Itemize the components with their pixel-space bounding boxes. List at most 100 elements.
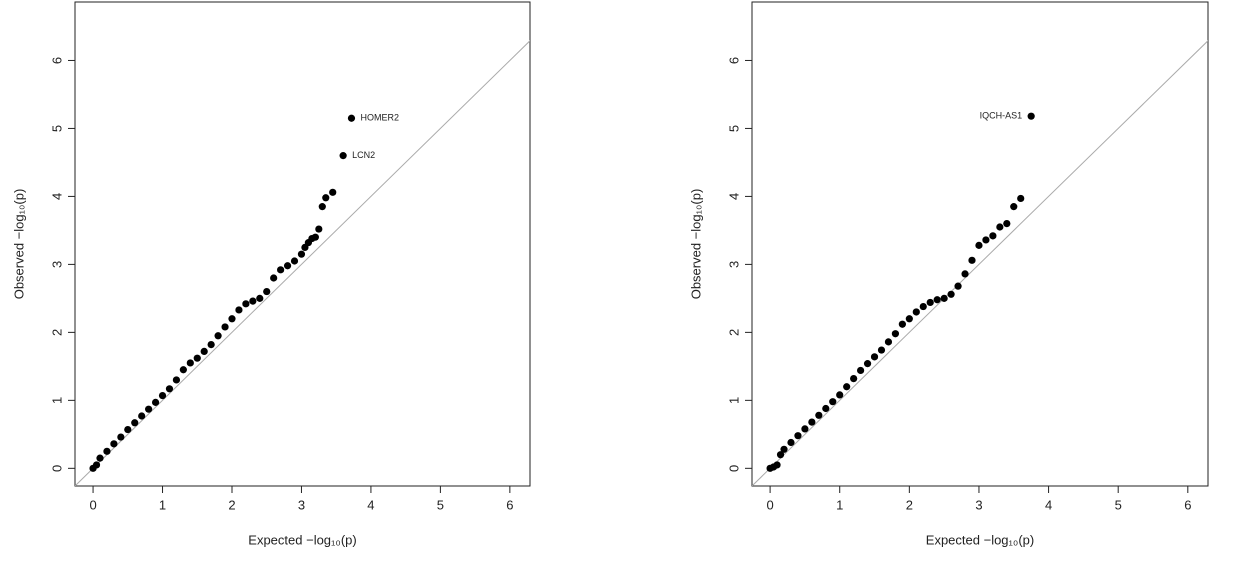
point [968, 256, 976, 264]
x-tick-label: 3 [975, 497, 982, 512]
point [110, 440, 118, 448]
point [1003, 220, 1011, 228]
point [961, 270, 969, 278]
point [221, 323, 229, 331]
x-tick-label: 6 [506, 497, 513, 512]
x-tick-label: 0 [766, 497, 773, 512]
point [131, 419, 139, 427]
point [877, 346, 886, 354]
point [172, 376, 181, 384]
x-tick-label: 4 [1045, 497, 1052, 512]
point [249, 297, 257, 305]
point [322, 194, 330, 202]
point [870, 353, 879, 361]
point [884, 338, 893, 346]
point [242, 300, 250, 308]
point [975, 241, 983, 249]
point [787, 438, 795, 447]
point [347, 114, 356, 122]
point [179, 366, 187, 374]
point-label: IQCH-AS1 [980, 111, 1023, 121]
x-tick-label: 0 [89, 497, 96, 512]
point [815, 411, 823, 419]
point [773, 461, 781, 469]
point [898, 320, 906, 328]
x-tick-label: 2 [906, 497, 913, 512]
point [940, 294, 948, 302]
y-tick-label: 3 [726, 261, 741, 268]
point [926, 298, 934, 307]
y-tick-label: 5 [49, 125, 64, 132]
plot-frame [74, 1, 531, 487]
x-tick-label: 2 [228, 497, 235, 512]
point [1010, 203, 1018, 211]
point [891, 330, 900, 338]
point [207, 341, 215, 349]
y-tick-label: 5 [726, 125, 741, 132]
point [145, 405, 153, 413]
y-tick-label: 3 [49, 261, 64, 268]
x-tick-label: 5 [1115, 497, 1122, 512]
point [919, 302, 927, 311]
point [776, 451, 785, 459]
point [808, 418, 816, 426]
point [311, 233, 319, 241]
point [905, 315, 913, 323]
point-label: LCN2 [352, 150, 375, 160]
x-tick-label: 5 [437, 497, 444, 512]
point [283, 262, 292, 270]
point [843, 383, 851, 391]
y-tick-label: 1 [49, 397, 64, 404]
point [290, 257, 299, 265]
point [158, 391, 167, 400]
reference-line [75, 40, 530, 486]
x-tick-label: 1 [159, 497, 166, 512]
point [124, 425, 132, 434]
y-tick-label: 0 [726, 465, 741, 472]
point [151, 398, 160, 406]
point [982, 236, 990, 244]
point [200, 347, 208, 356]
point [780, 445, 788, 453]
point [92, 461, 101, 469]
reference-line [752, 40, 1208, 486]
point [256, 294, 264, 302]
point [297, 250, 306, 258]
y-axis-title: Observed −log₁₀(p) [688, 189, 703, 300]
point-label: HOMER2 [360, 113, 399, 123]
x-tick-label: 6 [1184, 497, 1191, 512]
point [1027, 112, 1035, 120]
y-tick-label: 4 [49, 193, 64, 200]
y-tick-label: 2 [49, 329, 64, 336]
point [947, 290, 955, 298]
y-tick-label: 6 [49, 57, 64, 64]
point [989, 232, 997, 240]
x-axis-title: Expected −log₁₀(p) [248, 532, 356, 547]
point [138, 412, 146, 420]
point [339, 152, 347, 160]
y-tick-label: 4 [726, 193, 741, 200]
point [96, 454, 104, 462]
x-tick-label: 3 [298, 497, 305, 512]
point [863, 360, 872, 368]
point [193, 354, 201, 362]
point [186, 359, 194, 367]
point [228, 315, 236, 323]
point [117, 433, 125, 441]
point [315, 225, 323, 233]
point [794, 432, 802, 440]
x-axis-title: Expected −log₁₀(p) [926, 532, 1034, 547]
point [822, 404, 830, 413]
y-tick-label: 2 [726, 329, 741, 336]
point [857, 366, 865, 375]
point [103, 447, 111, 455]
point [214, 332, 222, 340]
plot: 0 1 2 3 4 5 6 0 1 2 3 4 5 6 Expected −log₁₀(p) Observed… [688, 1, 1209, 547]
y-tick-label: 0 [49, 465, 64, 472]
point [801, 425, 809, 433]
y-tick-label: 6 [726, 57, 741, 64]
point [850, 374, 858, 383]
point [263, 287, 271, 296]
